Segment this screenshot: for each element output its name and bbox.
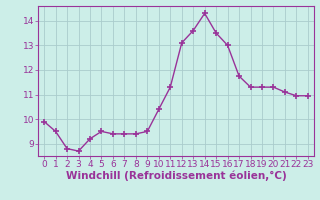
- X-axis label: Windchill (Refroidissement éolien,°C): Windchill (Refroidissement éolien,°C): [66, 171, 286, 181]
